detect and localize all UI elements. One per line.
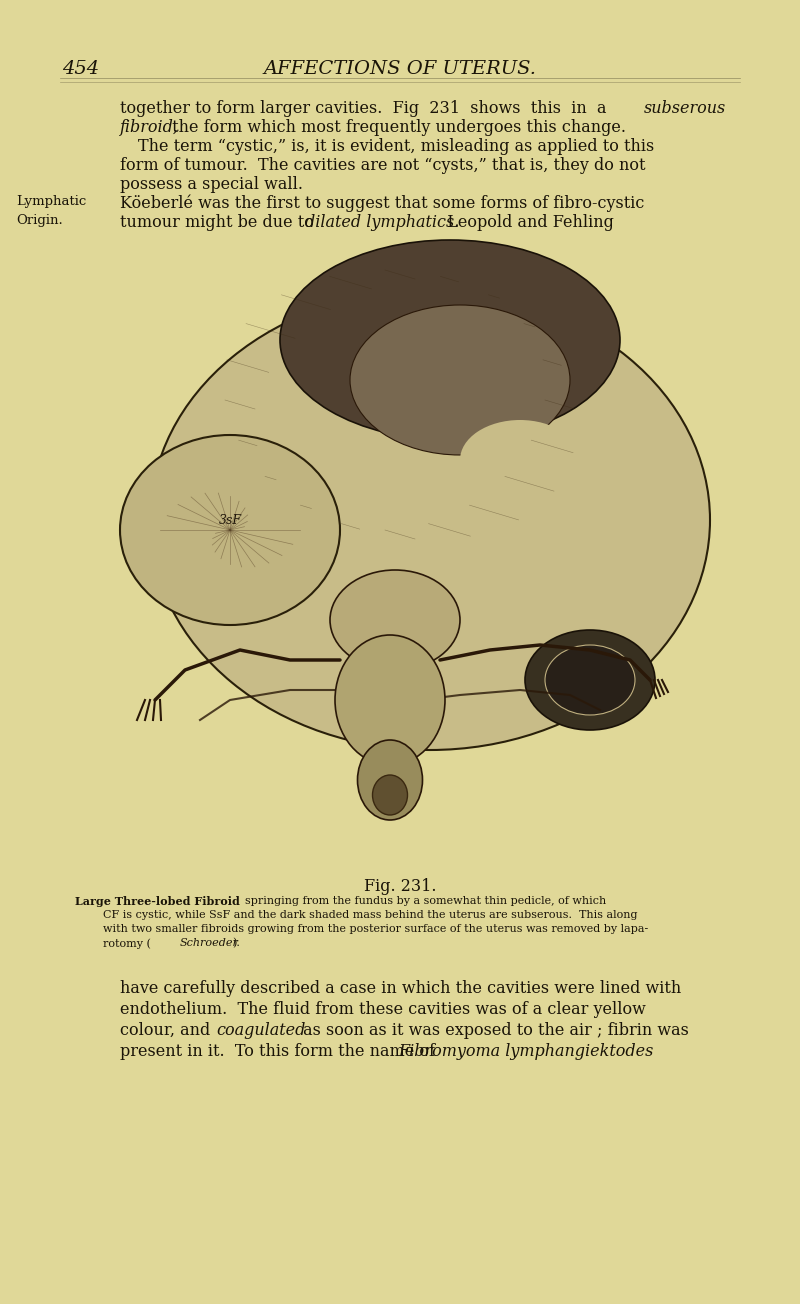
Text: Large Three-lobed Fibroid: Large Three-lobed Fibroid xyxy=(75,896,244,908)
Ellipse shape xyxy=(120,436,340,625)
Text: possess a special wall.: possess a special wall. xyxy=(120,176,303,193)
Text: as soon as it was exposed to the air ; fibrin was: as soon as it was exposed to the air ; f… xyxy=(298,1022,689,1039)
Text: CF is cystic, while SsF and the dark shaded mass behind the uterus are subserous: CF is cystic, while SsF and the dark sha… xyxy=(103,910,638,921)
Text: tumour might be due to: tumour might be due to xyxy=(120,214,319,231)
Ellipse shape xyxy=(358,739,422,820)
Text: coagulated: coagulated xyxy=(216,1022,306,1039)
Text: Fibromyoma lymphangiektodes: Fibromyoma lymphangiektodes xyxy=(398,1043,654,1060)
Text: C F: C F xyxy=(490,449,512,462)
Text: Fig. 231.: Fig. 231. xyxy=(364,878,436,895)
Text: Leopold and Fehling: Leopold and Fehling xyxy=(437,214,614,231)
Text: rotomy (: rotomy ( xyxy=(103,938,151,948)
Text: 3sF: 3sF xyxy=(218,514,242,527)
Text: The term “cystic,” is, it is evident, misleading as applied to this: The term “cystic,” is, it is evident, mi… xyxy=(138,138,654,155)
Text: Schroeder: Schroeder xyxy=(180,938,239,948)
Text: endothelium.  The fluid from these cavities was of a clear yellow: endothelium. The fluid from these caviti… xyxy=(120,1001,646,1018)
Ellipse shape xyxy=(525,630,655,730)
Text: springing from the fundus by a somewhat thin pedicle, of which: springing from the fundus by a somewhat … xyxy=(245,896,606,906)
Text: together to form larger cavities.  Fig  231  shows  this  in  a: together to form larger cavities. Fig 23… xyxy=(120,100,617,117)
Text: Origin.: Origin. xyxy=(16,214,62,227)
Text: Lymphatic: Lymphatic xyxy=(16,196,86,209)
Text: colour, and: colour, and xyxy=(120,1022,215,1039)
Text: with two smaller fibroids growing from the posterior surface of the uterus was r: with two smaller fibroids growing from t… xyxy=(103,925,648,934)
Ellipse shape xyxy=(150,289,710,750)
Text: the form which most frequently undergoes this change.: the form which most frequently undergoes… xyxy=(167,119,626,136)
Text: present in it.  To this form the name of: present in it. To this form the name of xyxy=(120,1043,440,1060)
Ellipse shape xyxy=(545,645,635,715)
Text: have carefully described a case in which the cavities were lined with: have carefully described a case in which… xyxy=(120,981,682,998)
Bar xyxy=(60,270,740,866)
Text: ).: ). xyxy=(232,938,240,948)
Ellipse shape xyxy=(335,635,445,765)
Text: form of tumour.  The cavities are not “cysts,” that is, they do not: form of tumour. The cavities are not “cy… xyxy=(120,156,646,173)
Text: fibroid,: fibroid, xyxy=(120,119,179,136)
Text: Köeberlé was the first to suggest that some forms of fibro-cystic: Köeberlé was the first to suggest that … xyxy=(120,196,644,213)
Ellipse shape xyxy=(330,570,460,670)
Text: subserous: subserous xyxy=(644,100,726,117)
Text: 454: 454 xyxy=(62,60,99,78)
Ellipse shape xyxy=(373,775,407,815)
Text: dilated lymphatics.: dilated lymphatics. xyxy=(305,214,459,231)
Ellipse shape xyxy=(280,240,620,439)
Ellipse shape xyxy=(350,305,570,455)
Ellipse shape xyxy=(460,420,580,499)
Text: AFFECTIONS OF UTERUS.: AFFECTIONS OF UTERUS. xyxy=(263,60,537,78)
